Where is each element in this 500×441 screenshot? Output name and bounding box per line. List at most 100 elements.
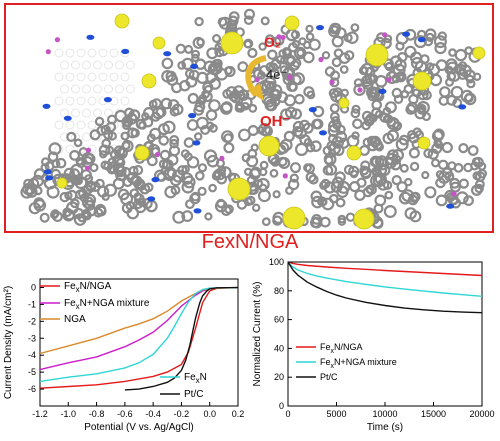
carbon-ring — [120, 131, 130, 141]
carbon-ring — [49, 210, 59, 220]
carbon-ring — [409, 161, 420, 172]
carbon-ring — [141, 198, 153, 210]
carbon-ring — [225, 86, 238, 99]
carbon-ring — [321, 51, 331, 60]
carbon-ring — [161, 57, 174, 70]
carbon-ring — [449, 181, 461, 193]
carbon-ring — [212, 169, 222, 179]
carbon-ring — [62, 208, 75, 222]
carbon-ring — [447, 161, 457, 171]
y-axis-label: Normalized Current (%) — [252, 281, 263, 386]
carbon-ring — [195, 171, 205, 181]
faded-ring — [76, 96, 86, 106]
carbon-ring — [328, 193, 339, 204]
y-tick-label: -3 — [28, 333, 36, 343]
nitrogen-atom — [417, 37, 426, 43]
carbon-ring — [241, 101, 250, 111]
x-tick-label: 20000 — [469, 409, 494, 419]
carbon-ring — [214, 47, 225, 58]
carbon-ring — [467, 145, 479, 156]
nitrogen-atom — [63, 115, 72, 121]
faded-ring — [93, 84, 102, 94]
oxygen-atom — [219, 155, 225, 161]
y-tick-label: -4 — [28, 350, 36, 360]
carbon-ring — [194, 101, 206, 113]
faded-ring — [82, 60, 91, 70]
carbon-ring — [146, 133, 156, 143]
carbon-ring — [247, 47, 258, 59]
carbon-ring — [22, 182, 35, 196]
carbon-ring — [224, 66, 233, 75]
carbon-ring — [353, 83, 366, 96]
carbon-ring — [258, 122, 272, 136]
faded-ring — [104, 60, 113, 70]
carbon-ring — [272, 215, 283, 226]
carbon-ring — [395, 137, 409, 151]
carbon-ring — [356, 177, 367, 188]
carbon-ring — [454, 48, 468, 62]
faded-ring — [126, 60, 135, 70]
carbon-ring — [332, 87, 343, 97]
carbon-ring — [434, 41, 447, 55]
carbon-ring — [305, 24, 314, 33]
iron-nitride-particles — [56, 13, 486, 230]
carbon-ring — [84, 199, 96, 211]
carbon-ring — [244, 167, 253, 176]
carbon-ring — [246, 155, 259, 168]
carbon-ring — [435, 170, 445, 179]
carbon-ring — [280, 56, 289, 65]
carbon-ring — [311, 195, 324, 209]
carbon-ring — [299, 134, 311, 146]
carbon-ring — [369, 155, 382, 168]
carbon-ring — [259, 167, 268, 177]
faded-ring — [82, 108, 91, 118]
carbon-ring — [431, 158, 441, 168]
carbon-ring — [292, 126, 304, 138]
y-axis-label: Current Density (mA/cm²) — [3, 286, 14, 399]
carbon-ring — [404, 177, 413, 187]
carbon-ring — [48, 142, 62, 156]
carbon-ring — [33, 186, 43, 196]
carbon-ring — [396, 181, 408, 193]
iron-nitride-particle — [282, 206, 306, 230]
faded-ring — [126, 84, 135, 94]
faded-ring — [93, 60, 102, 70]
y-tick-label: 20 — [274, 372, 284, 382]
y-tick-label: 60 — [274, 315, 284, 325]
carbon-ring — [243, 197, 253, 207]
carbon-ring — [107, 157, 117, 167]
nitrogen-atom — [147, 196, 156, 202]
carbon-ring — [160, 97, 173, 110]
oxygen-atoms — [45, 32, 457, 197]
hydroxide-label: OH⁻ — [260, 113, 291, 130]
carbon-ring — [208, 183, 217, 193]
carbon-ring — [452, 97, 463, 108]
carbon-ring — [55, 157, 67, 169]
faded-ring — [115, 60, 124, 70]
faded-ring — [65, 72, 75, 82]
carbon-ring — [385, 152, 399, 166]
carbon-ring — [302, 122, 314, 134]
carbon-ring — [168, 145, 181, 157]
carbon-ring — [59, 191, 70, 203]
nitrogen-atom — [319, 130, 327, 136]
faded-ring — [60, 60, 69, 70]
carbon-ring — [384, 101, 397, 114]
faded-ring — [65, 120, 75, 130]
nitrogen-atom — [192, 140, 201, 146]
carbon-ring — [364, 73, 376, 85]
carbon-ring — [323, 181, 336, 194]
series-line — [124, 286, 239, 391]
carbon-ring — [102, 129, 114, 140]
carbon-ring — [332, 119, 342, 130]
carbon-ring — [334, 27, 347, 39]
carbon-ring — [69, 175, 80, 185]
oxygen-atom — [382, 32, 388, 38]
carbon-ring — [269, 168, 279, 178]
catalyst-illustration: O₂ 4e⁻ OH⁻ — [4, 3, 494, 233]
carbon-ring — [406, 101, 418, 113]
carbon-ring — [395, 41, 405, 51]
carbon-ring — [477, 161, 487, 171]
carbon-ring — [204, 212, 213, 221]
carbon-ring — [133, 192, 142, 201]
